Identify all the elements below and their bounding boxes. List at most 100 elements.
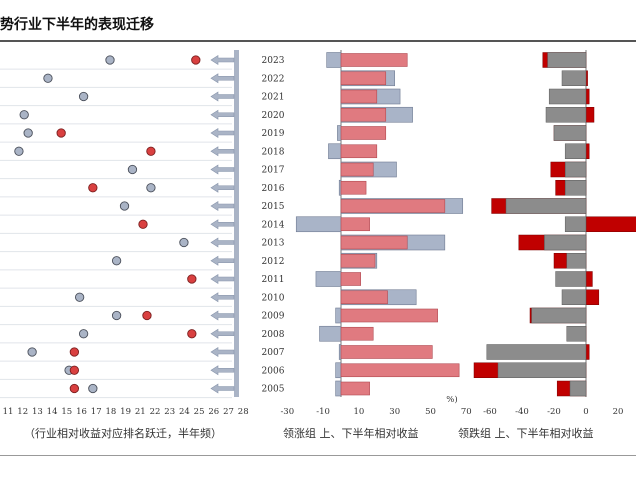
rank-arrow <box>210 146 235 157</box>
laggard-bar-first-half <box>564 161 587 178</box>
leader-bar-second-half <box>340 290 388 305</box>
leader-bar-first-half <box>335 380 342 397</box>
x-tick-label: 28 <box>238 407 249 417</box>
leader-bar-second-half <box>340 253 376 268</box>
leader-bar-second-half <box>340 381 370 396</box>
laggard-bar-first-half <box>564 216 587 232</box>
rank-arrow <box>210 91 235 102</box>
year-label: 2009 <box>262 312 285 322</box>
laggard-bar-first-half <box>564 180 587 196</box>
year-label: 2021 <box>262 93 285 103</box>
year-label: 2008 <box>262 330 285 340</box>
rank-dot-first-half <box>78 329 89 339</box>
rank-dot-second-half <box>187 274 197 284</box>
rank-dot-first-half <box>179 237 189 248</box>
rank-arrow <box>210 346 235 358</box>
rank-dot-second-half <box>146 146 156 156</box>
year-label: 2015 <box>262 202 285 212</box>
rank-arrow <box>210 73 235 84</box>
leader-bar-second-half <box>340 235 408 250</box>
rank-dot-first-half <box>43 73 53 83</box>
laggard-bar-first-half <box>486 344 587 360</box>
laggard-bar-first-half <box>561 289 587 305</box>
laggard-bar-first-half <box>561 70 587 86</box>
x-tick-label: 25 <box>194 407 205 417</box>
x-tick-label: 50 <box>425 407 436 417</box>
rank-dot-first-half <box>14 146 24 156</box>
leader-bar-first-half <box>295 216 342 233</box>
laggard-bar-first-half <box>545 107 587 123</box>
title-divider <box>0 40 636 42</box>
rank-arrow <box>210 383 235 394</box>
rank-dot-first-half <box>74 292 85 302</box>
year-label: 2019 <box>262 129 285 139</box>
x-tick-label: -30 <box>280 407 294 417</box>
x-tick-label: 0 <box>583 407 588 417</box>
rank-dot-second-half <box>69 365 80 375</box>
leader-bar-first-half <box>315 271 342 287</box>
year-label: 2018 <box>262 147 285 157</box>
laggard-bar-second-half <box>585 344 590 360</box>
x-tick-label: 23 <box>164 407 175 417</box>
leader-bar-second-half <box>340 308 438 323</box>
rank-dot-first-half <box>127 164 138 175</box>
leader-bar-second-half <box>340 217 370 232</box>
rank-dot-second-half <box>69 347 80 357</box>
rank-dot-first-half <box>146 183 156 193</box>
rank-dot-second-half <box>88 183 98 193</box>
year-label: 2011 <box>262 275 285 285</box>
leader-bar-second-half <box>340 326 374 341</box>
x-tick-label: 14 <box>47 407 58 417</box>
laggard-bar-first-half <box>505 198 587 214</box>
x-tick-label: 19 <box>120 407 131 417</box>
leader-bar-second-half <box>340 89 378 104</box>
year-label: 2023 <box>262 56 285 66</box>
x-tick-label: 18 <box>105 407 116 417</box>
rank-dot-first-half <box>19 110 29 120</box>
year-label: 2014 <box>262 220 285 230</box>
year-label: 2012 <box>262 257 285 267</box>
x-tick-label: 12 <box>17 407 28 417</box>
rank-dot-first-half <box>105 55 115 65</box>
laggard-bar-second-half <box>585 143 590 159</box>
year-label: 2006 <box>262 366 285 376</box>
caption-laggards: 领跌组 上、下半年相对收益 <box>458 427 594 440</box>
laggard-bar-second-half <box>585 107 595 123</box>
leader-bar-second-half <box>340 272 361 286</box>
laggard-bar-first-half <box>547 52 587 68</box>
leader-bar-second-half <box>340 180 367 195</box>
year-label: 2016 <box>262 184 285 194</box>
bottom-divider <box>0 455 636 456</box>
rank-dot-first-half <box>111 256 122 266</box>
chart-area: 11 12 13 14 15 16 17 18 19 21 22 23 24 25 26 27 28 2023 20… <box>0 50 636 417</box>
rank-dot-second-half <box>56 128 66 138</box>
year-label: 2010 <box>262 293 285 303</box>
caption-leaders: 领涨组 上、下半年相对收益 <box>283 427 419 440</box>
laggard-bar-first-half <box>555 271 587 287</box>
year-label: 2005 <box>262 385 285 395</box>
rank-arrow <box>210 237 235 248</box>
unit-mark: %) <box>446 394 457 405</box>
laggard-bar-first-half <box>548 88 587 105</box>
x-tick-label: 11 <box>3 407 14 417</box>
leader-bar-first-half <box>335 307 342 324</box>
rank-dot-second-half <box>69 383 80 394</box>
laggard-bar-first-half <box>497 362 587 378</box>
x-tick-label: 70 <box>461 407 472 417</box>
x-tick-label: 21 <box>135 407 146 417</box>
leader-bar-second-half <box>340 345 433 359</box>
rank-axis-bar <box>234 50 239 397</box>
leader-bar-second-half <box>340 107 387 122</box>
x-tick-label: -10 <box>316 407 330 417</box>
leader-bar-first-half <box>337 125 342 141</box>
laggard-bar-first-half <box>531 307 587 324</box>
rank-dot-first-half <box>23 128 33 138</box>
rank-dot-first-half <box>27 347 37 357</box>
leader-bar-first-half <box>326 52 342 68</box>
rank-dot-first-half <box>111 310 122 321</box>
x-tick-label: -20 <box>547 407 561 417</box>
leader-bar-second-half <box>340 53 408 67</box>
rank-arrow <box>210 255 235 266</box>
rank-arrow <box>210 292 235 303</box>
year-label: 2013 <box>262 239 285 249</box>
